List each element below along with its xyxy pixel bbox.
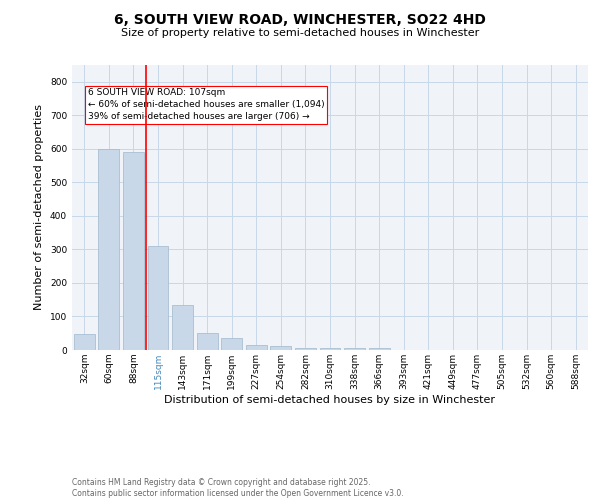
Bar (295, 348, 316, 350)
Bar (271, 346, 292, 350)
Bar (221, 338, 242, 350)
Bar (368, 348, 389, 350)
Bar (246, 346, 267, 350)
Text: Size of property relative to semi-detached houses in Winchester: Size of property relative to semi-detach… (121, 28, 479, 38)
X-axis label: Distribution of semi-detached houses by size in Winchester: Distribution of semi-detached houses by … (164, 394, 496, 404)
Bar (148, 246, 169, 350)
Text: 6, SOUTH VIEW ROAD, WINCHESTER, SO22 4HD: 6, SOUTH VIEW ROAD, WINCHESTER, SO22 4HD (114, 12, 486, 26)
Bar (98, 149, 119, 350)
Bar (123, 152, 144, 350)
Text: 6 SOUTH VIEW ROAD: 107sqm
← 60% of semi-detached houses are smaller (1,094)
39% : 6 SOUTH VIEW ROAD: 107sqm ← 60% of semi-… (88, 88, 325, 121)
Bar (344, 348, 365, 350)
Bar (197, 333, 218, 350)
Bar (320, 348, 340, 350)
Bar (74, 334, 95, 350)
Bar (172, 304, 193, 350)
Y-axis label: Number of semi-detached properties: Number of semi-detached properties (34, 104, 44, 310)
Text: Contains HM Land Registry data © Crown copyright and database right 2025.
Contai: Contains HM Land Registry data © Crown c… (72, 478, 404, 498)
